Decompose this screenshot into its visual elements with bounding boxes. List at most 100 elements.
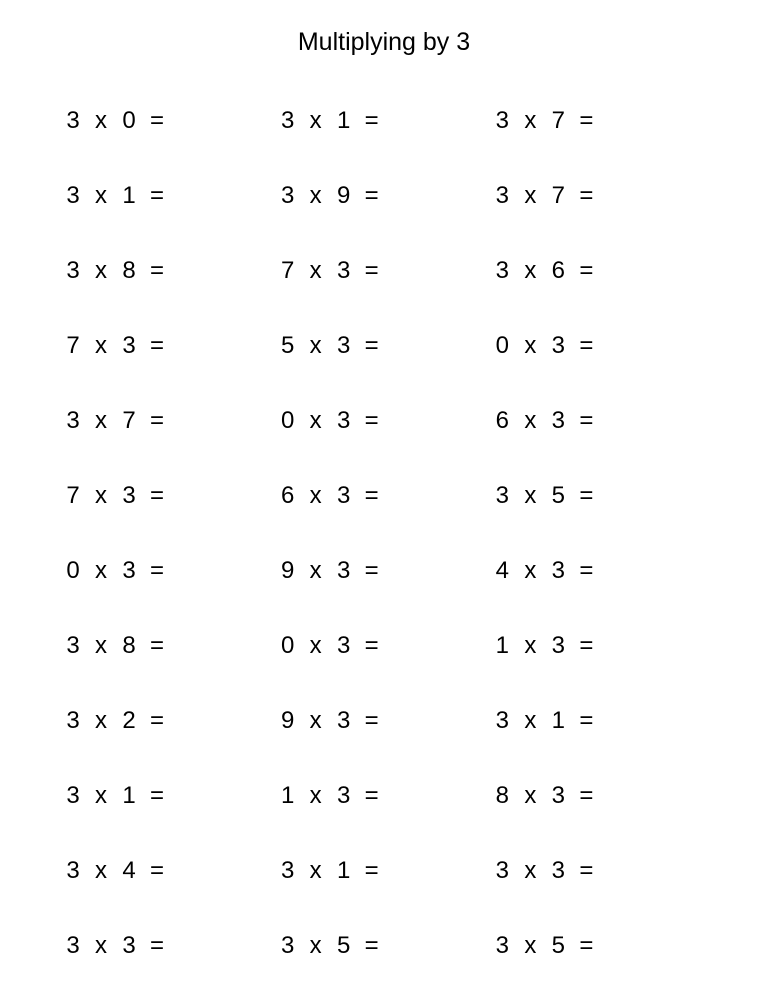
operand-b: 3 <box>547 557 569 585</box>
operand-a: 3 <box>62 107 84 135</box>
operand-a: 1 <box>491 632 513 660</box>
equals-sign: = <box>140 107 174 135</box>
problem: 3x5= <box>491 932 706 960</box>
page-title: Multiplying by 3 <box>0 28 768 57</box>
operand-a: 3 <box>277 182 299 210</box>
operator: x <box>513 182 547 210</box>
problem: 7x3= <box>277 257 492 285</box>
problem: 4x3= <box>491 557 706 585</box>
operand-b: 0 <box>118 107 140 135</box>
equals-sign: = <box>569 182 603 210</box>
operator: x <box>84 932 118 960</box>
equals-sign: = <box>355 407 389 435</box>
problem: 3x9= <box>277 182 492 210</box>
problem: 3x0= <box>62 107 277 135</box>
operand-a: 3 <box>62 857 84 885</box>
operand-a: 0 <box>277 632 299 660</box>
equals-sign: = <box>355 782 389 810</box>
equals-sign: = <box>140 182 174 210</box>
equals-sign: = <box>569 557 603 585</box>
problem: 6x3= <box>277 482 492 510</box>
operand-a: 3 <box>62 257 84 285</box>
operator: x <box>299 482 333 510</box>
operator: x <box>84 632 118 660</box>
operand-a: 3 <box>62 632 84 660</box>
operator: x <box>84 332 118 360</box>
operand-a: 3 <box>62 782 84 810</box>
equals-sign: = <box>569 332 603 360</box>
operand-b: 5 <box>547 932 569 960</box>
operand-b: 7 <box>547 107 569 135</box>
equals-sign: = <box>569 707 603 735</box>
operand-b: 1 <box>547 707 569 735</box>
problem: 0x3= <box>277 632 492 660</box>
equals-sign: = <box>569 407 603 435</box>
operator: x <box>84 857 118 885</box>
operand-a: 3 <box>277 107 299 135</box>
operand-b: 3 <box>547 332 569 360</box>
operator: x <box>513 407 547 435</box>
equals-sign: = <box>355 482 389 510</box>
equals-sign: = <box>140 482 174 510</box>
equals-sign: = <box>140 782 174 810</box>
operand-b: 3 <box>118 557 140 585</box>
operand-a: 9 <box>277 707 299 735</box>
equals-sign: = <box>569 482 603 510</box>
operator: x <box>299 407 333 435</box>
operand-b: 7 <box>547 182 569 210</box>
operator: x <box>299 857 333 885</box>
equals-sign: = <box>140 707 174 735</box>
problem: 3x1= <box>277 857 492 885</box>
problem: 3x3= <box>62 932 277 960</box>
worksheet-grid: 3x0=3x1=3x7=3x1=3x9=3x7=3x8=7x3=3x6=7x3=… <box>0 107 768 960</box>
operand-b: 3 <box>333 707 355 735</box>
operand-b: 3 <box>118 932 140 960</box>
problem: 3x8= <box>62 632 277 660</box>
operator: x <box>513 932 547 960</box>
problem: 3x1= <box>62 782 277 810</box>
operator: x <box>513 257 547 285</box>
operand-a: 7 <box>62 482 84 510</box>
problem: 3x1= <box>277 107 492 135</box>
operand-b: 1 <box>333 107 355 135</box>
equals-sign: = <box>140 557 174 585</box>
operand-a: 3 <box>62 182 84 210</box>
operator: x <box>299 707 333 735</box>
operand-b: 4 <box>118 857 140 885</box>
operand-a: 5 <box>277 332 299 360</box>
operand-a: 7 <box>277 257 299 285</box>
problem: 1x3= <box>277 782 492 810</box>
problem: 0x3= <box>491 332 706 360</box>
operand-b: 3 <box>118 332 140 360</box>
operand-a: 3 <box>277 932 299 960</box>
operand-b: 1 <box>118 782 140 810</box>
operand-a: 3 <box>491 257 513 285</box>
operator: x <box>299 332 333 360</box>
problem: 3x2= <box>62 707 277 735</box>
equals-sign: = <box>355 857 389 885</box>
equals-sign: = <box>569 632 603 660</box>
operand-a: 3 <box>62 407 84 435</box>
operator: x <box>513 857 547 885</box>
equals-sign: = <box>569 932 603 960</box>
operand-b: 3 <box>547 857 569 885</box>
operand-b: 8 <box>118 632 140 660</box>
operator: x <box>299 632 333 660</box>
operand-b: 7 <box>118 407 140 435</box>
equals-sign: = <box>569 782 603 810</box>
operator: x <box>84 257 118 285</box>
problem: 7x3= <box>62 332 277 360</box>
operator: x <box>299 782 333 810</box>
operator: x <box>84 557 118 585</box>
operand-b: 8 <box>118 257 140 285</box>
operand-b: 6 <box>547 257 569 285</box>
operator: x <box>513 482 547 510</box>
equals-sign: = <box>355 932 389 960</box>
operand-b: 3 <box>547 782 569 810</box>
operand-b: 3 <box>547 632 569 660</box>
equals-sign: = <box>355 557 389 585</box>
operand-a: 3 <box>491 107 513 135</box>
operand-a: 3 <box>491 482 513 510</box>
problem: 3x4= <box>62 857 277 885</box>
operand-a: 3 <box>491 932 513 960</box>
